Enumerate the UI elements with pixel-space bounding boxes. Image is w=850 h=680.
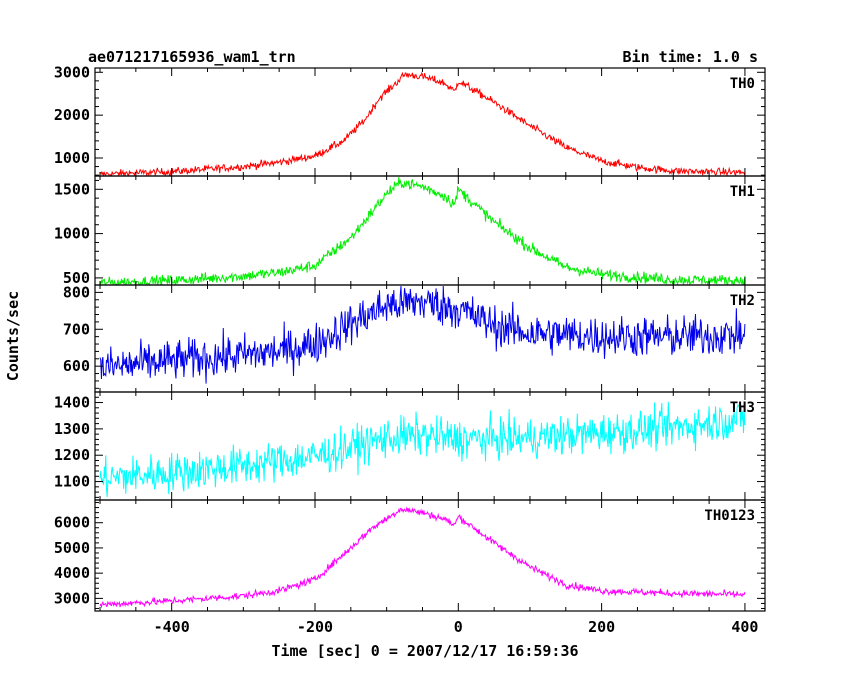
y-tick-label: 1100: [54, 473, 90, 491]
panel-th0123: 3000 4000 5000 6000 TH0123: [54, 499, 766, 612]
series-th2: [99, 285, 746, 384]
y-tick-label: 600: [63, 357, 90, 375]
y-axis-label: Counts/sec: [4, 291, 22, 381]
chart-title: ae071217165936_wam1_trn: [88, 48, 296, 66]
x-tick-label: -400: [154, 618, 190, 636]
x-tick-label: 0: [454, 618, 463, 636]
y-tick-label: 6000: [54, 514, 90, 532]
panel-label: TH1: [730, 184, 755, 200]
panel-th3: 1100 1200 1300 1400 TH3: [54, 391, 766, 501]
y-tick-label: 800: [63, 283, 90, 301]
x-tick-label: 400: [731, 618, 758, 636]
y-tick-label: 2000: [54, 106, 90, 124]
series-th0: [99, 71, 746, 177]
panel-th0: 1000 2000 3000 TH0: [54, 63, 766, 177]
x-tick-label: -200: [297, 618, 333, 636]
panel-th1: 500 1000 1500 TH1: [54, 175, 766, 287]
panel-frame: [94, 391, 766, 501]
series-th3: [99, 401, 746, 498]
y-tick-label: 5000: [54, 539, 90, 557]
panel-frame: [94, 499, 766, 612]
panel-label: TH3: [730, 400, 755, 416]
y-tick-label: 4000: [54, 564, 90, 582]
y-tick-label: 1400: [54, 394, 90, 412]
panel-th2: 600 700 800 TH2: [63, 283, 766, 393]
y-tick-label: 1200: [54, 446, 90, 464]
panel-label: TH0123: [704, 508, 755, 524]
y-tick-label: 1000: [54, 225, 90, 243]
panel-frame: [94, 67, 766, 177]
y-tick-label: 700: [63, 320, 90, 338]
x-tick-label: 200: [588, 618, 615, 636]
y-tick-label: 500: [63, 269, 90, 287]
panel-label: TH2: [730, 293, 755, 309]
y-tick-label: 3000: [54, 589, 90, 607]
x-axis-label: Time [sec] 0 = 2007/12/17 16:59:36: [271, 642, 578, 660]
bin-time-label: Bin time: 1.0 s: [623, 48, 758, 66]
series-th1: [99, 176, 746, 286]
y-tick-label: 1000: [54, 149, 90, 167]
series-th0123: [99, 506, 746, 609]
panel-label: TH0: [730, 76, 755, 92]
y-tick-label: 3000: [54, 63, 90, 81]
y-tick-label: 1500: [54, 180, 90, 198]
y-tick-label: 1300: [54, 420, 90, 438]
